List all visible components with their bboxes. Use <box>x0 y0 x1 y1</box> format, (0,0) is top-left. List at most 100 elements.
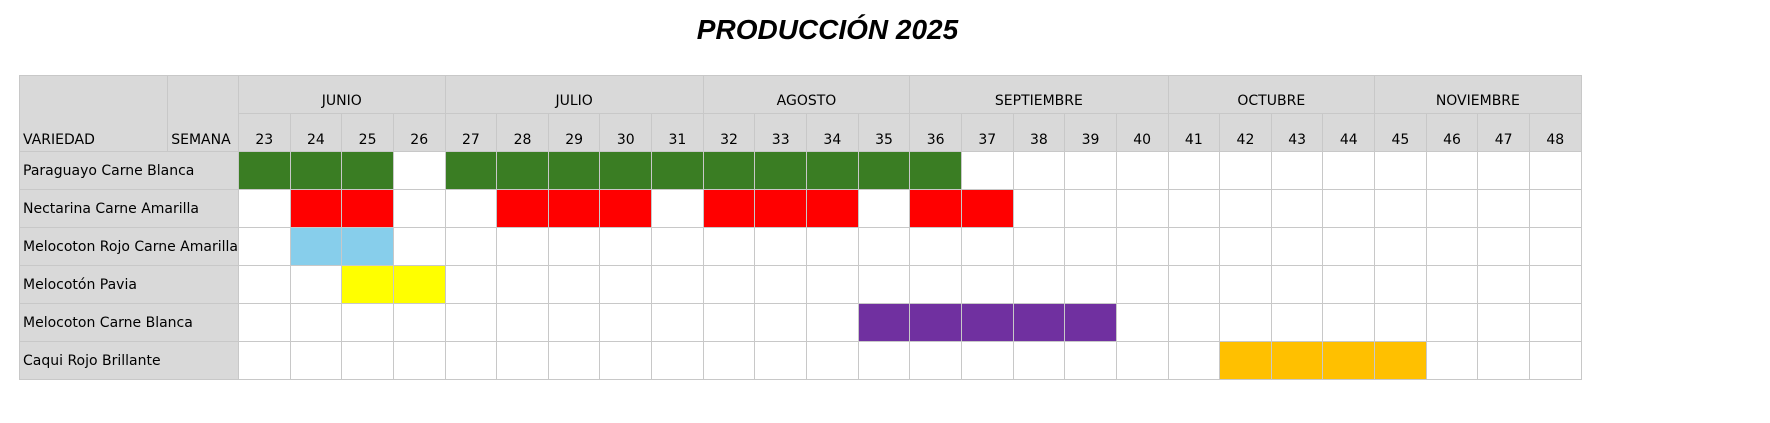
week-cell <box>599 227 653 266</box>
week-cell <box>237 189 291 228</box>
week-cell <box>1012 151 1066 190</box>
week-cell <box>806 227 859 266</box>
week-header: 23 <box>237 113 291 152</box>
week-cell <box>1012 189 1066 228</box>
week-cell <box>651 303 704 342</box>
week-cell <box>754 265 808 304</box>
week-cell <box>857 227 911 266</box>
month-header: JULIO <box>444 75 704 114</box>
week-cell <box>1167 303 1221 342</box>
week-cell <box>1528 341 1582 380</box>
month-header: JUNIO <box>237 75 446 114</box>
week-cell <box>1167 265 1221 304</box>
production-week-cell <box>857 303 911 342</box>
week-header: 29 <box>547 113 601 152</box>
week-cell <box>1012 265 1066 304</box>
production-week-cell <box>341 265 394 304</box>
week-cell <box>341 303 394 342</box>
week-cell <box>599 303 653 342</box>
week-cell <box>1477 341 1530 380</box>
week-cell <box>857 341 911 380</box>
week-cell <box>444 303 498 342</box>
week-cell <box>909 265 962 304</box>
week-cell <box>496 341 549 380</box>
week-cell <box>1322 189 1376 228</box>
week-cell <box>857 189 911 228</box>
production-week-cell <box>289 189 343 228</box>
production-week-cell <box>341 189 394 228</box>
week-cell <box>444 189 498 228</box>
week-cell <box>960 151 1014 190</box>
week-cell <box>1528 303 1582 342</box>
week-cell <box>1115 341 1169 380</box>
week-cell <box>702 341 756 380</box>
week-cell <box>1219 151 1272 190</box>
production-table: VARIEDAD SEMANA JUNIO JULIO AGOSTO SEPTIEMB… <box>18 75 1582 380</box>
week-cell <box>444 341 498 380</box>
week-cell <box>909 227 962 266</box>
page-title: PRODUCCIÓN 2025 <box>696 14 959 45</box>
week-cell <box>1528 227 1582 266</box>
production-week-cell <box>651 151 704 190</box>
week-cell <box>1374 265 1427 304</box>
production-week-cell <box>289 151 343 190</box>
week-header: 41 <box>1167 113 1221 152</box>
week-header: 48 <box>1528 113 1582 152</box>
production-week-cell <box>341 151 394 190</box>
production-week-cell <box>341 227 394 266</box>
week-cell <box>599 265 653 304</box>
week-cell <box>1425 303 1479 342</box>
week-cell <box>702 303 756 342</box>
week-cell <box>1219 303 1272 342</box>
week-cell <box>1374 227 1427 266</box>
week-header: 25 <box>341 113 394 152</box>
variety-row: Melocotón Pavia <box>19 265 1582 304</box>
production-week-cell <box>444 151 498 190</box>
week-cell <box>289 265 343 304</box>
week-header: 30 <box>599 113 653 152</box>
production-week-cell <box>702 189 756 228</box>
week-cell <box>702 265 756 304</box>
production-week-cell <box>1322 341 1376 380</box>
variedad-header: VARIEDAD <box>18 75 169 152</box>
week-cell <box>496 303 549 342</box>
week-cell <box>237 303 291 342</box>
week-cell <box>806 341 859 380</box>
production-week-cell <box>806 151 859 190</box>
week-cell <box>960 341 1014 380</box>
week-cell <box>1115 265 1169 304</box>
week-header: 28 <box>496 113 549 152</box>
week-header: 34 <box>806 113 859 152</box>
week-cell <box>1167 341 1221 380</box>
week-header: 40 <box>1115 113 1169 152</box>
production-week-cell <box>547 189 601 228</box>
variety-name: Paraguayo Carne Blanca <box>19 151 239 190</box>
variety-row: Paraguayo Carne Blanca <box>19 151 1582 190</box>
production-week-cell <box>392 265 446 304</box>
week-cell <box>1219 189 1272 228</box>
production-week-cell <box>496 151 549 190</box>
week-cell <box>960 227 1014 266</box>
week-header: 44 <box>1322 113 1376 152</box>
week-cell <box>392 341 446 380</box>
week-cell <box>651 265 704 304</box>
week-cell <box>1322 265 1376 304</box>
variety-name: Melocotón Pavia <box>19 265 239 304</box>
week-cell <box>289 303 343 342</box>
week-cell <box>1064 341 1117 380</box>
week-cell <box>1322 303 1376 342</box>
week-cell <box>392 227 446 266</box>
variety-name: Melocoton Rojo Carne Amarilla <box>19 227 239 266</box>
week-cell <box>1064 189 1117 228</box>
production-week-cell <box>754 151 808 190</box>
month-header-row: VARIEDAD SEMANA JUNIO JULIO AGOSTO SEPTIEMB… <box>18 75 1582 152</box>
variety-name: Caqui Rojo Brillante <box>19 341 239 380</box>
week-cell <box>237 227 291 266</box>
week-cell <box>1425 189 1479 228</box>
week-cell <box>1115 151 1169 190</box>
week-cell <box>1012 227 1066 266</box>
week-cell <box>1064 265 1117 304</box>
production-week-cell <box>909 303 962 342</box>
week-cell <box>1425 265 1479 304</box>
week-header-row: 23 24 25 26 27 28 29 30 31 32 33 34 35 36 37 38 39 40 41 42… <box>20 113 1582 152</box>
